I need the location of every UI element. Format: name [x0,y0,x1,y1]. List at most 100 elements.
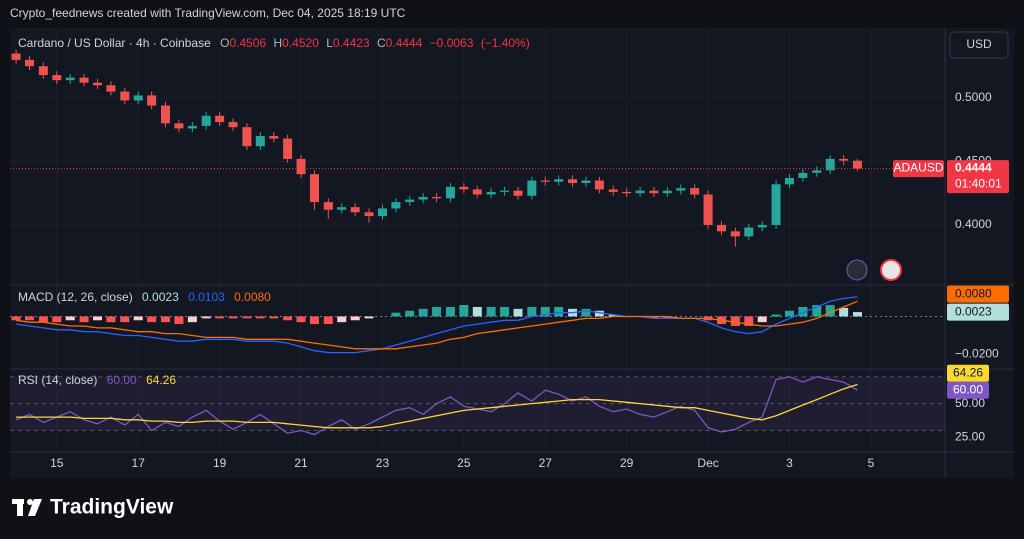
legend-key: L [326,36,333,50]
histogram-bar [554,306,564,317]
candle-body [93,82,103,86]
candle-body [744,227,754,237]
y-tick-label: 0.5000 [955,90,992,104]
legend-value: 64.26 [146,373,176,387]
icon[interactable] [846,259,868,281]
candle-body [147,95,157,106]
axis-tag [947,364,989,382]
macd-legend: MACD (12, 26, close) 0.0023 0.0103 0.008… [18,290,271,304]
legend-change: −0.0063 [430,36,474,50]
histogram-bar [798,306,808,317]
histogram-bar [432,306,442,317]
axis-tag [947,303,1009,321]
candle-body [472,189,482,195]
legend-key: H [274,36,283,50]
legend-value: 0.4506 [229,36,266,50]
candle-body [527,180,537,196]
brand: TradingView [50,496,174,519]
histogram-bar [812,305,822,317]
histogram-bar [405,310,415,317]
histogram-bar [228,316,238,319]
histogram-bar [25,316,35,321]
candle-body [38,66,48,76]
currency[interactable]: USD [966,37,992,51]
candle-body [757,224,767,228]
histogram-bar [11,316,21,321]
candle-body [676,188,686,191]
candle-body [269,136,279,139]
x-tick-label: 5 [868,456,875,470]
legend-value: 0.0080 [234,290,271,304]
macd-title: MACD (12, 26, close) [18,290,133,304]
candle-body [785,177,795,185]
histogram-bar [608,314,618,317]
histogram-bar [296,316,306,323]
candle-body [174,123,184,129]
histogram-bar [120,316,130,323]
candle-body [25,59,35,67]
candle-body [377,208,387,217]
candle-body [486,191,496,195]
histogram-bar [540,306,550,317]
histogram-bar [269,316,279,319]
candle-body [405,199,415,203]
candle-body [662,190,672,194]
histogram-bar [309,316,319,325]
legend-value: 60.00 [107,373,137,387]
candle-body [242,127,252,147]
candle-body [296,158,306,175]
currency-button[interactable] [949,31,1009,59]
candle-body [228,122,238,128]
candle-body [160,105,170,124]
histogram-bar [201,316,211,319]
histogram-bar [839,307,849,317]
candle-body [513,190,523,196]
histogram-bar [418,308,428,317]
histogram-bar [472,306,482,317]
legend-value: 0.4520 [282,36,319,50]
candle-body [554,179,564,182]
candle-body [459,186,469,190]
candle-body [717,224,727,232]
histogram-bar [649,316,659,319]
candle-body [79,77,89,83]
symbol-tag [893,160,944,178]
countdown: 01:40:01 [955,177,1002,191]
histogram-bar [364,316,374,319]
symbol-title: Cardano / US Dollar · 4h · Coinbase [18,36,211,50]
x-tick-label: 23 [376,456,390,470]
chart-area [10,28,1014,478]
candle-body [703,194,713,225]
y-tick-label: 50.00 [955,396,985,410]
candle-body [11,53,21,60]
histogram-bar [730,316,740,326]
x-tick-label: 3 [786,456,793,470]
header: Crypto_feednews created with TradingView… [10,6,406,20]
y-tick-label: 0.4000 [955,217,992,231]
candle-body [445,186,455,199]
histogram-bar [513,308,523,317]
candle-body [690,188,700,195]
icon[interactable] [880,259,902,281]
candle-body [798,172,808,178]
histogram-bar [160,316,170,323]
x-tick-label: Dec [697,456,718,470]
series-line [15,376,858,436]
histogram-bar [38,316,48,323]
x-tick-label: 29 [620,456,634,470]
series-line [16,383,858,429]
candle-body [65,77,75,81]
logo [12,499,42,516]
candle-body [309,174,319,203]
histogram-bar [445,306,455,317]
histogram-bar [174,316,184,325]
histogram-bar [771,314,781,317]
histogram-bar [52,316,62,323]
histogram-bar [852,312,862,317]
price-legend: Cardano / US Dollar · 4h · Coinbase O0.4… [18,36,530,50]
candle-body [133,95,143,101]
legend-value: 0.4423 [333,36,370,50]
y-tick-label: −0.0200 [955,347,999,361]
histogram-bar [459,305,469,317]
